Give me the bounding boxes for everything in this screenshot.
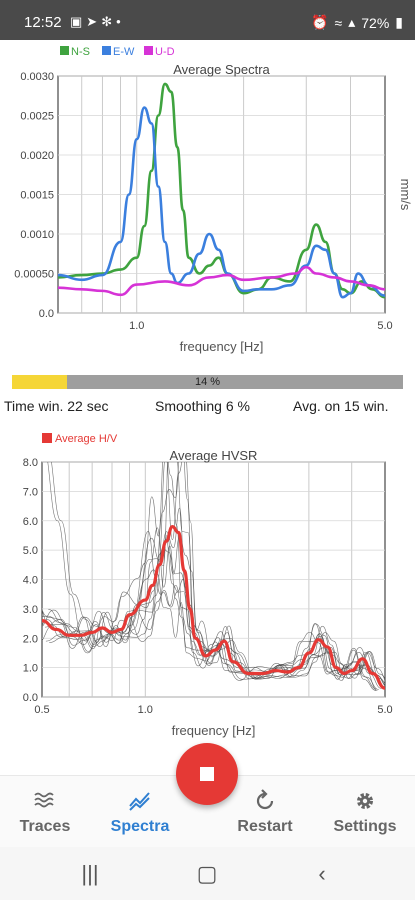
y-tick-label: 0.0 (23, 692, 38, 704)
y-tick-label: 1.0 (23, 663, 38, 675)
wifi-icon: ≈ (334, 14, 343, 31)
y-tick-label: 0.0020 (20, 150, 54, 162)
nav-restart-label: Restart (237, 818, 293, 835)
progress-bar: 14 % (12, 375, 403, 389)
nav-restart[interactable]: Restart (220, 776, 310, 848)
chart-line-icon (95, 788, 185, 816)
x-tick-label: 1.0 (138, 704, 153, 716)
nav-spectra-label: Spectra (110, 818, 170, 835)
y-tick-label: 2.0 (23, 633, 38, 645)
notification-icons: ▣➤✻• (70, 14, 125, 30)
time-window-text: Time win. 22 sec (4, 398, 109, 414)
stop-button[interactable] (176, 743, 238, 805)
y-tick-label: 4.0 (23, 575, 38, 587)
y-tick-label: 7.0 (23, 486, 38, 498)
waves-icon (0, 788, 90, 816)
average-spectra-chart: 0.0030 0.0025 0.0020 0.0015 0.0010 0.00050 0.0… (14, 46, 413, 354)
status-bar: 12:52 ▣➤✻• ⏰ ≈ ▴ 72% ▮ (0, 0, 415, 40)
stop-icon (200, 767, 214, 781)
y-tick-label: 6.0 (23, 516, 38, 528)
nav-traces[interactable]: Traces (0, 776, 90, 848)
signal-icon: ▴ (348, 14, 356, 30)
y-tick-label: 0.0015 (20, 190, 54, 202)
window-hv-curve (42, 539, 379, 690)
x-axis-label: frequency [Hz] (180, 339, 264, 354)
gear-icon (320, 788, 410, 816)
y-tick-label: 0.0025 (20, 111, 54, 123)
x-tick-label: 1.0 (129, 320, 144, 332)
image-icon: ▣ (70, 14, 87, 29)
progress-label: 14 % (194, 376, 221, 388)
send-icon: ➤ (86, 14, 102, 29)
params-row: Time win. 22 sec Smoothing 6 % Avg. on 1… (0, 398, 415, 418)
y-tick-label: 0.0030 (20, 71, 54, 83)
restart-icon (220, 788, 310, 816)
recents-icon[interactable]: ||| (81, 861, 99, 886)
window-hv-curve (45, 462, 385, 687)
status-time: 12:52 (24, 14, 62, 31)
y-tick-label: 3.0 (23, 604, 38, 616)
chart-title: Average HVSR (170, 448, 258, 463)
system-navigation-bar: ||| ▢ ‹ (0, 847, 415, 900)
legend-label: N-S (71, 46, 90, 58)
y-tick-label: 5.0 (23, 545, 38, 557)
smoothing-text: Smoothing 6 % (155, 398, 250, 414)
average-hvsr-chart: 8.0 7.0 6.0 5.0 4.0 3.0 2.0 1.0 0.00.5 1.0 5.0 Aver… (23, 433, 393, 738)
fan-icon: ✻ (101, 14, 117, 29)
legend-label: E-W (113, 46, 135, 58)
chart-title: Average Spectra (173, 62, 270, 77)
dot-icon: • (116, 14, 125, 29)
back-icon[interactable]: ‹ (318, 861, 326, 886)
series-line-e-w (58, 106, 385, 299)
average-text: Avg. on 15 win. (293, 398, 389, 414)
legend-label: Average H/V (55, 433, 118, 445)
series-line-average-h-v (42, 525, 385, 690)
battery-text: 72% (361, 14, 390, 31)
x-tick-label: 5.0 (377, 320, 392, 332)
legend-swatch-e-w (102, 46, 111, 55)
x-tick-label: 0.5 (34, 704, 49, 716)
y-tick-label: 0.0 (39, 308, 54, 320)
nav-settings[interactable]: Settings (320, 776, 410, 848)
legend-swatch-average-hv (42, 433, 52, 443)
window-hv-curve (42, 584, 383, 688)
y-tick-label: 8.0 (23, 457, 38, 469)
nav-spectra[interactable]: Spectra (95, 776, 185, 848)
series-group (58, 82, 385, 299)
series-line-u-d (58, 265, 385, 297)
alarm-icon: ⏰ (311, 14, 329, 30)
y-axis-label: mm/s (398, 179, 413, 211)
legend-swatch-n-s (60, 46, 69, 55)
series-group (42, 462, 385, 691)
nav-traces-label: Traces (19, 818, 71, 835)
window-hv-curve (49, 531, 385, 680)
progress-fill (12, 375, 67, 389)
y-tick-label: 0.0010 (20, 229, 54, 241)
legend-swatch-u-d (144, 46, 153, 55)
window-hv-curve (42, 462, 378, 691)
x-axis-label: frequency [Hz] (172, 723, 256, 738)
battery-icon: ▮ (395, 14, 403, 30)
x-tick-label: 5.0 (377, 704, 392, 716)
nav-settings-label: Settings (333, 818, 397, 835)
window-hv-curve (45, 462, 385, 687)
system-status-icons: ⏰ ≈ ▴ 72% ▮ (311, 14, 403, 31)
y-tick-label: 0.00050 (14, 269, 54, 281)
legend-label: U-D (155, 46, 175, 58)
home-icon[interactable]: ▢ (196, 861, 218, 886)
